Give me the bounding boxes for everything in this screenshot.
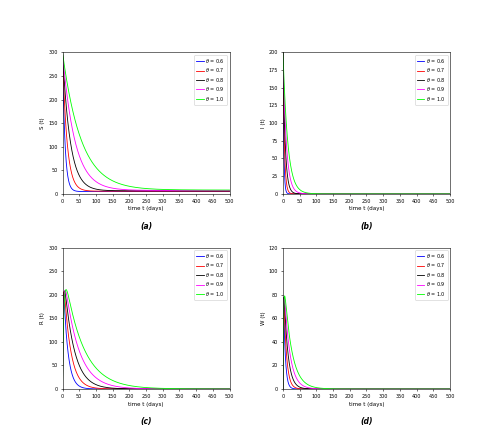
X-axis label: time t (days): time t (days) <box>128 402 164 406</box>
Text: (c): (c) <box>140 417 152 426</box>
X-axis label: time t (days): time t (days) <box>348 402 384 406</box>
Legend: $θ$ = 0.6, $θ$ = 0.7, $θ$ = 0.8, $θ$ = 0.9, $θ$ = 1.0: $θ$ = 0.6, $θ$ = 0.7, $θ$ = 0.8, $θ$ = 0… <box>415 250 448 300</box>
Text: (a): (a) <box>140 222 152 231</box>
X-axis label: time t (days): time t (days) <box>128 206 164 212</box>
Legend: $θ$ = 0.6, $θ$ = 0.7, $θ$ = 0.8, $θ$ = 0.9, $θ$ = 1.0: $θ$ = 0.6, $θ$ = 0.7, $θ$ = 0.8, $θ$ = 0… <box>194 250 227 300</box>
X-axis label: time t (days): time t (days) <box>348 206 384 212</box>
Text: (b): (b) <box>360 222 372 231</box>
Legend: $θ$ = 0.6, $θ$ = 0.7, $θ$ = 0.8, $θ$ = 0.9, $θ$ = 1.0: $θ$ = 0.6, $θ$ = 0.7, $θ$ = 0.8, $θ$ = 0… <box>194 55 227 104</box>
Y-axis label: I (t): I (t) <box>261 118 266 128</box>
Y-axis label: R (t): R (t) <box>40 312 46 324</box>
Y-axis label: S (t): S (t) <box>40 117 46 129</box>
Y-axis label: W (t): W (t) <box>261 312 266 325</box>
Text: (d): (d) <box>360 417 372 426</box>
Legend: $θ$ = 0.6, $θ$ = 0.7, $θ$ = 0.8, $θ$ = 0.9, $θ$ = 1.0: $θ$ = 0.6, $θ$ = 0.7, $θ$ = 0.8, $θ$ = 0… <box>415 55 448 104</box>
